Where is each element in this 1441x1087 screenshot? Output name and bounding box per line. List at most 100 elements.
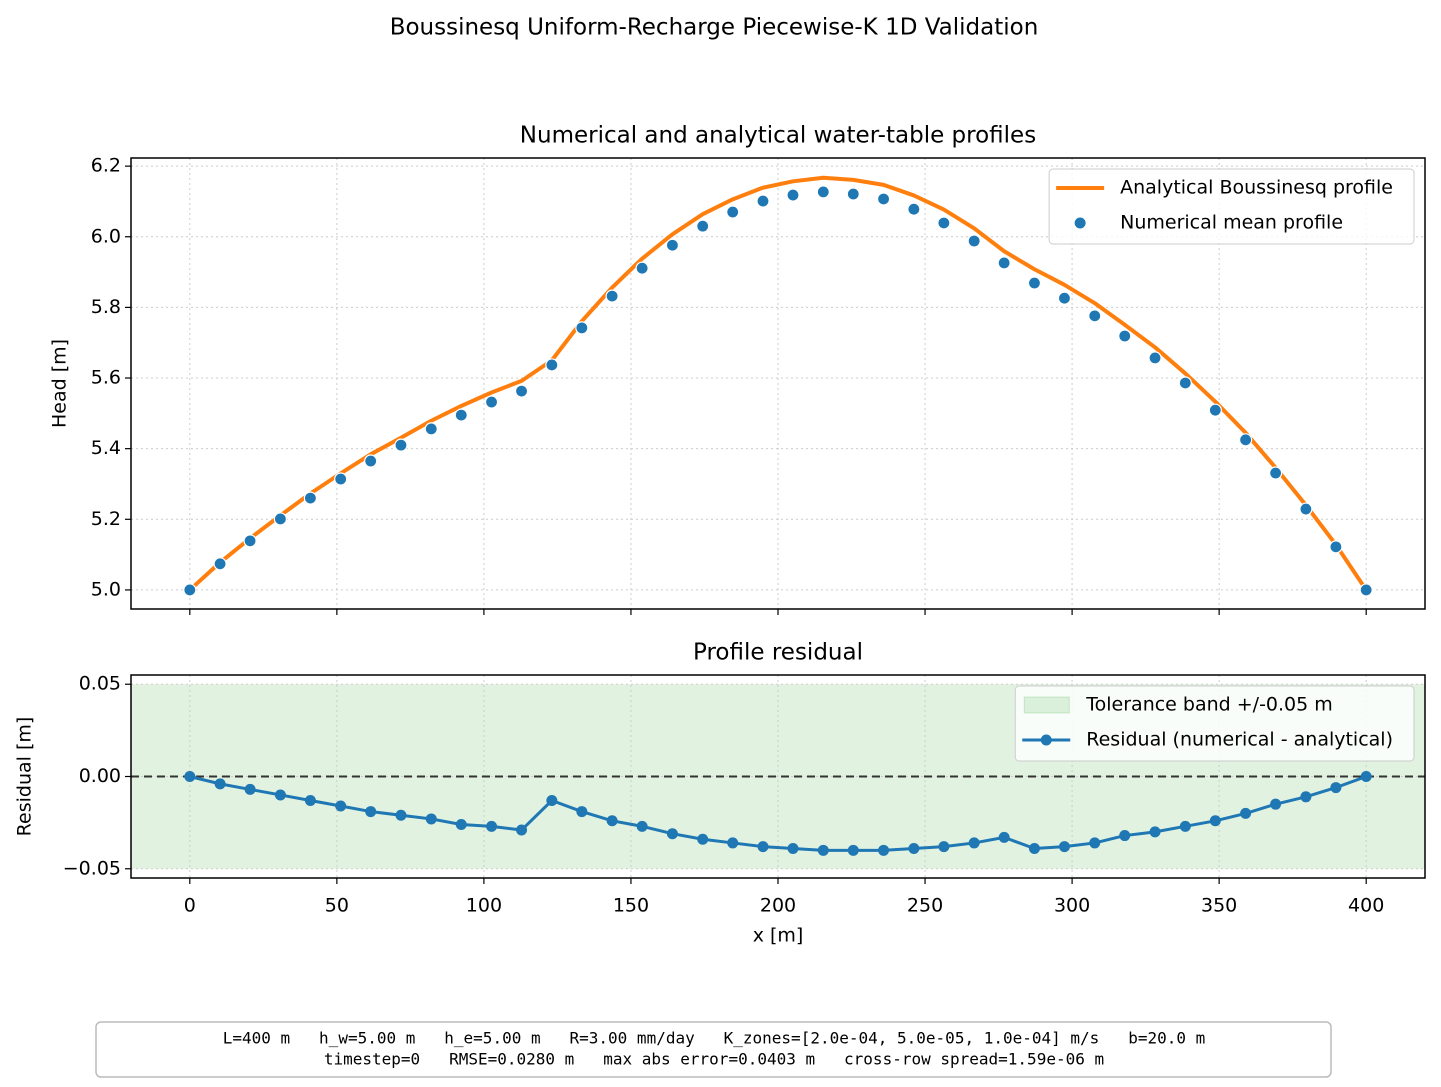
data-point <box>1269 466 1283 480</box>
subplot-title: Numerical and analytical water-table pro… <box>520 123 1036 149</box>
plot-frame <box>130 157 1426 610</box>
data-point <box>394 438 408 452</box>
figure-title: Boussinesq Uniform-Recharge Piecewise-K … <box>390 15 1039 41</box>
data-point <box>878 844 890 856</box>
data-point <box>1149 826 1161 838</box>
data-point <box>1058 841 1070 853</box>
data-point <box>1089 837 1101 849</box>
y-tick-label: 6.2 <box>91 155 121 177</box>
x-tick-label: 50 <box>325 895 349 917</box>
y-tick-label: −0.05 <box>63 857 121 879</box>
data-point <box>365 806 377 818</box>
legend-label: Tolerance band +/-0.05 m <box>1085 694 1333 716</box>
note-line: timestep=0 RMSE=0.0280 m max abs error=0… <box>324 1050 1104 1069</box>
data-point <box>606 815 618 827</box>
data-point <box>1300 791 1312 803</box>
legend-key <box>1023 696 1070 714</box>
data-point <box>635 261 649 275</box>
data-point <box>455 818 467 830</box>
data-point <box>303 491 317 505</box>
data-point <box>273 512 287 526</box>
data-point <box>998 831 1010 843</box>
data-point <box>908 842 920 854</box>
legend-key <box>1040 734 1052 746</box>
legend <box>1048 168 1415 245</box>
data-point <box>364 454 378 468</box>
y-tick-label: 0.05 <box>79 673 121 695</box>
data-point <box>213 557 227 571</box>
x-tick-label: 400 <box>1348 895 1384 917</box>
data-point <box>787 842 799 854</box>
data-point <box>304 794 316 806</box>
data-line <box>188 175 1368 592</box>
data-point <box>484 395 499 409</box>
data-point <box>1027 276 1042 290</box>
legend-key <box>1074 217 1086 229</box>
legend-label: Analytical Boussinesq profile <box>1120 177 1393 199</box>
data-point <box>1028 842 1040 854</box>
data-point <box>184 771 196 782</box>
y-tick-label: 5.4 <box>91 437 121 459</box>
plot-frame <box>130 674 1426 879</box>
data-point <box>756 194 770 208</box>
data-point <box>425 813 437 825</box>
data-point <box>666 828 678 840</box>
data-point <box>907 202 921 216</box>
data-point <box>183 583 197 597</box>
data-point <box>1299 502 1313 516</box>
data-point <box>968 837 980 849</box>
data-point <box>274 789 286 801</box>
y-tick-label: 5.0 <box>91 578 121 600</box>
y-tick-label: 5.8 <box>91 296 121 318</box>
y-tick-label: 0.00 <box>79 765 121 787</box>
data-point <box>243 534 257 548</box>
data-point <box>335 800 347 812</box>
data-point <box>846 187 860 201</box>
x-tick-label: 0 <box>184 895 196 917</box>
data-point <box>1359 583 1373 597</box>
data-point <box>997 256 1011 270</box>
note-box <box>95 1021 1332 1078</box>
data-point <box>1270 798 1282 810</box>
y-tick-label: 5.2 <box>91 508 121 530</box>
data-line <box>189 775 1367 852</box>
x-tick-label: 350 <box>1201 895 1237 917</box>
data-point <box>424 422 438 436</box>
data-point <box>1239 433 1253 447</box>
x-tick-label: 100 <box>466 895 502 917</box>
x-tick-label: 300 <box>1054 895 1090 917</box>
data-point <box>1178 376 1192 390</box>
data-point <box>1057 291 1072 305</box>
data-point <box>847 844 859 856</box>
data-point <box>576 806 588 818</box>
data-point <box>395 809 407 821</box>
data-point <box>546 794 558 806</box>
data-point <box>1118 329 1132 343</box>
data-point <box>786 188 800 202</box>
data-point <box>696 219 710 233</box>
note-line: L=400 m h_w=5.00 m h_e=5.00 m R=3.00 mm/… <box>223 1029 1206 1048</box>
data-point <box>1208 403 1222 417</box>
data-point <box>967 234 981 248</box>
legend-label: Numerical mean profile <box>1120 212 1343 234</box>
data-point <box>937 216 951 230</box>
data-point <box>486 820 498 832</box>
data-point <box>1329 540 1343 554</box>
data-point <box>605 289 619 303</box>
data-point <box>1179 820 1191 832</box>
x-tick-label: 250 <box>907 895 943 917</box>
y-axis-label: Head [m] <box>49 339 71 428</box>
legend <box>1014 685 1415 762</box>
data-point <box>575 321 589 335</box>
data-point <box>454 408 468 422</box>
data-point <box>244 783 256 795</box>
data-point <box>726 205 740 219</box>
data-point <box>1088 309 1102 323</box>
data-point <box>1119 830 1131 842</box>
y-tick-label: 5.6 <box>91 367 121 389</box>
data-point <box>727 837 739 849</box>
data-point <box>1330 782 1342 794</box>
x-tick-label: 150 <box>613 895 649 917</box>
data-point <box>1360 771 1372 782</box>
data-point <box>334 472 348 486</box>
